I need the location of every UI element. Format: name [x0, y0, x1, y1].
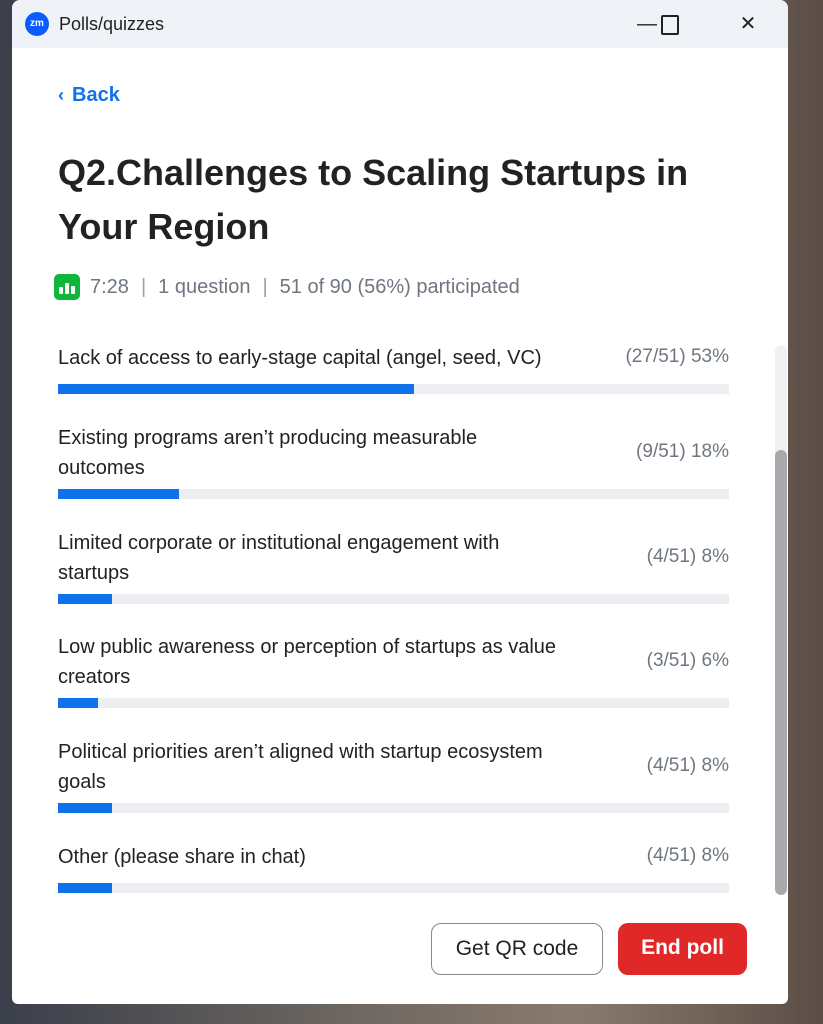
- maximize-icon: [661, 14, 679, 35]
- result-bar-fill: [58, 384, 414, 394]
- scrollbar[interactable]: [775, 345, 787, 895]
- end-poll-button[interactable]: End poll: [618, 923, 747, 975]
- option-result: (4/51) 8%: [646, 755, 729, 776]
- title-bar: zm Polls/quizzes — ✕: [12, 0, 788, 48]
- result-bar-track: [58, 698, 729, 708]
- result-bar-track: [58, 803, 729, 813]
- polls-window: zm Polls/quizzes — ✕ ‹ Back Q2.Challenges…: [12, 0, 788, 1004]
- option-label: Existing programs aren’t producing measu…: [58, 427, 478, 479]
- poll-option: Lack of access to early-stage capital (a…: [58, 343, 729, 394]
- result-bar-fill: [58, 594, 112, 604]
- result-bar-track: [58, 883, 729, 893]
- result-bar-track: [58, 594, 729, 604]
- poll-option: Other (please share in chat) (4/51) 8%: [58, 842, 729, 893]
- poll-option: Limited corporate or institutional engag…: [58, 528, 729, 604]
- option-label: Political priorities aren’t aligned with…: [58, 741, 543, 793]
- maximize-button[interactable]: [650, 8, 690, 40]
- option-result: (4/51) 8%: [646, 546, 729, 567]
- get-qr-code-button[interactable]: Get QR code: [431, 923, 603, 975]
- poll-option: Low public awareness or perception of st…: [58, 632, 729, 708]
- option-label: Low public awareness or perception of st…: [58, 636, 557, 688]
- page-title: Q2.Challenges to Scaling Startups in You…: [58, 152, 689, 247]
- poll-meta: 7:28 | 1 question | 51 of 90 (56%) parti…: [54, 274, 520, 300]
- divider: |: [262, 275, 268, 298]
- result-bar-fill: [58, 698, 99, 708]
- result-bar-fill: [58, 803, 112, 813]
- option-result: (9/51) 18%: [636, 441, 729, 462]
- poll-option: Existing programs aren’t producing measu…: [58, 423, 729, 499]
- window-title: Polls/quizzes: [59, 14, 165, 34]
- elapsed-time: 7:28: [90, 275, 129, 298]
- option-result: (4/51) 8%: [646, 845, 729, 866]
- participation: 51 of 90 (56%) participated: [279, 275, 520, 298]
- scrollbar-thumb[interactable]: [775, 450, 787, 895]
- question-count: 1 question: [158, 275, 251, 298]
- option-label: Limited corporate or institutional engag…: [58, 532, 500, 584]
- close-button[interactable]: ✕: [739, 13, 757, 35]
- minimize-button[interactable]: —: [637, 13, 657, 35]
- poll-option: Political priorities aren’t aligned with…: [58, 737, 729, 813]
- divider: |: [140, 275, 147, 298]
- result-bar-fill: [58, 883, 112, 893]
- option-result: (27/51) 53%: [625, 346, 729, 367]
- poll-chart-icon: [54, 274, 80, 300]
- zoom-logo-icon: zm: [25, 12, 49, 36]
- result-bar-track: [58, 384, 729, 394]
- back-button[interactable]: ‹ Back: [58, 84, 120, 107]
- option-label: Lack of access to early-stage capital (a…: [58, 347, 542, 369]
- result-bar-track: [58, 489, 729, 499]
- option-label: Other (please share in chat): [58, 846, 306, 868]
- result-bar-fill: [58, 489, 179, 499]
- chevron-left-icon: ‹: [58, 85, 64, 105]
- back-label: Back: [72, 84, 120, 106]
- option-result: (3/51) 6%: [646, 650, 729, 671]
